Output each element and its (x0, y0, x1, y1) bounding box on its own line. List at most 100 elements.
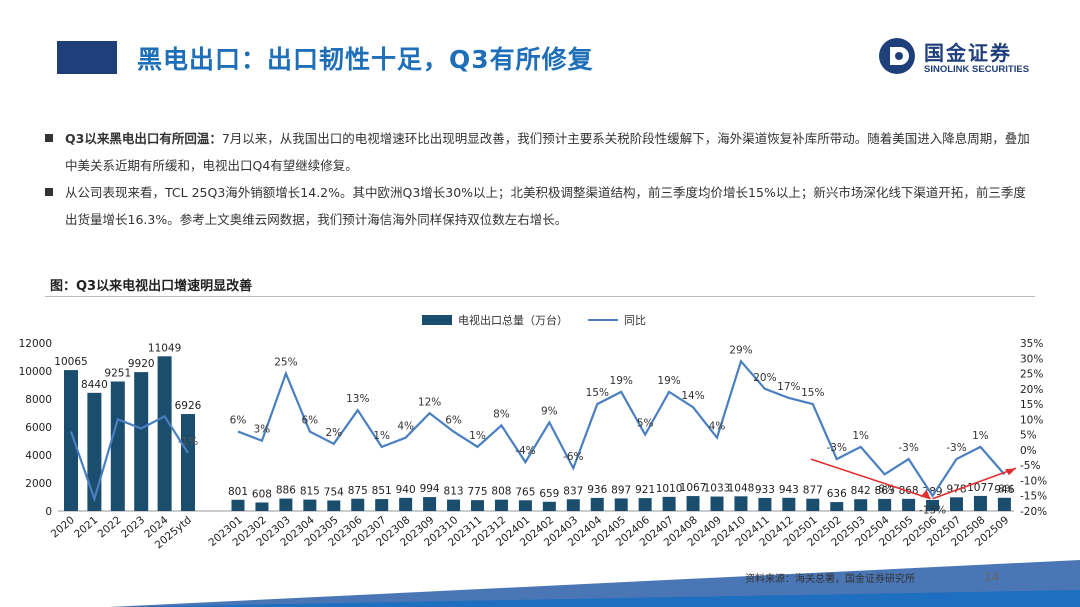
monthly-bar-value-label: 940 (396, 484, 416, 496)
monthly-bar-value-label: 921 (635, 484, 655, 496)
monthly-bar-value-label: 886 (276, 485, 296, 497)
bullet-item-1: Q3以来黑电出口有所回温：7月以来，从我国出口的电视增速环比出现明显改善，我们预… (45, 125, 1035, 179)
right-axis-tick-label: 20% (1020, 384, 1043, 396)
monthly-yoy-label: 1% (469, 430, 486, 442)
bullet-1-text: 7月以来，从我国出口的电视增速环比出现明显改善，我们预计主要系关税阶段性缓解下，… (65, 131, 1030, 173)
trend-up-arrow (932, 467, 1017, 500)
bullet-square-icon (45, 188, 53, 196)
monthly-bar (973, 495, 987, 511)
monthly-bar (255, 502, 269, 511)
monthly-yoy-label: 17% (777, 381, 800, 393)
annual-bar (110, 381, 125, 511)
annual-category-label: 2023 (119, 514, 147, 540)
annual-bar-value-label: 9251 (104, 367, 131, 379)
title-accent-bar (57, 41, 117, 74)
monthly-bar (327, 500, 341, 511)
page-number: 14 (984, 570, 1000, 584)
annual-bar (64, 370, 78, 511)
monthly-bar (806, 498, 820, 511)
monthly-yoy-label: 3% (254, 424, 271, 436)
annual-yoy-line (69, 414, 189, 503)
right-axis-tick-label: 10% (1020, 414, 1043, 426)
monthly-yoy-label: 6% (302, 415, 319, 427)
trend-down-arrowhead (920, 489, 931, 499)
monthly-yoy-label: -15% (919, 505, 946, 517)
monthly-bar-value-label: 808 (491, 486, 511, 498)
monthly-bar-value-label: 1048 (728, 482, 755, 494)
right-axis-tick-label: -5% (1020, 460, 1040, 472)
monthly-bar-value-label: 936 (587, 484, 607, 496)
monthly-bar-value-label: 815 (300, 486, 320, 498)
bullet-2-text: 从公司表现来看，TCL 25Q3海外销额增长14.2%。其中欧洲Q3增长30%以… (65, 185, 1026, 227)
source-note: 资料来源：海关总署，国金证券研究所 (745, 574, 915, 585)
monthly-bar-value-label: 943 (779, 484, 799, 496)
right-axis-tick-label: 25% (1020, 369, 1043, 381)
monthly-bar (447, 499, 461, 511)
monthly-yoy-label: 14% (681, 390, 704, 402)
annual-bar-value-label: 6926 (175, 400, 202, 412)
page-title: 黑电出口：出口韧性十足，Q3有所修复 (137, 45, 594, 74)
trend-up-arrowhead (1005, 468, 1016, 476)
monthly-yoy-label: 5% (637, 418, 654, 430)
monthly-bar (614, 498, 628, 511)
monthly-bar (997, 497, 1011, 511)
right-axis-tick-label: -15% (1020, 491, 1047, 503)
annual-bar (134, 372, 149, 511)
bullet-square-icon (45, 134, 53, 142)
logo-mark-icon (879, 38, 915, 74)
monthly-bar-value-label: 875 (348, 485, 368, 497)
monthly-yoy-label: 4% (709, 421, 726, 433)
monthly-yoy-label: 15% (801, 387, 824, 399)
right-axis-tick-label: 30% (1020, 353, 1043, 365)
monthly-yoy-label: 2% (325, 427, 342, 439)
monthly-bar-value-label: 851 (372, 485, 392, 497)
trend-down-arrow (810, 458, 931, 500)
left-axis-tick-label: 10000 (19, 366, 52, 378)
monthly-bar-value-label: 933 (755, 484, 775, 496)
monthly-yoy-label: 25% (274, 357, 297, 369)
monthly-yoy-label: 15% (586, 387, 609, 399)
monthly-bar (758, 497, 772, 511)
monthly-bar-value-label: 837 (563, 485, 583, 497)
monthly-bar (830, 502, 844, 511)
monthly-bar-value-label: 775 (467, 486, 487, 498)
monthly-bar-value-label: 1077 (967, 482, 994, 494)
legend-bar-label: 电视出口总量（万台） (458, 314, 568, 327)
right-axis-tick-label: -20% (1020, 506, 1047, 518)
monthly-yoy-label: 29% (729, 344, 752, 356)
annual-category-label: 2021 (72, 514, 100, 540)
monthly-bar-value-label: 863 (875, 485, 895, 497)
monthly-bar-value-label: 1067 (680, 482, 707, 494)
chart-title: 图：Q3以来电视出口增速明显改善 (50, 279, 253, 294)
monthly-bar-value-label: 765 (515, 486, 535, 498)
left-axis-tick-label: 6000 (25, 422, 52, 434)
monthly-bar-value-label: 608 (252, 488, 272, 500)
monthly-bar (590, 497, 604, 511)
bullet-1-lead: Q3以来黑电出口有所回温： (65, 131, 222, 146)
monthly-yoy-label: 13% (346, 393, 369, 405)
left-axis-tick-label: 12000 (19, 338, 52, 350)
monthly-bar (686, 496, 700, 511)
chart-legend: 电视出口总量（万台） 同比 (422, 312, 646, 328)
left-axis-tick-label: 2000 (25, 478, 52, 490)
monthly-bar (399, 497, 413, 511)
logo-text-en: SINOLINK SECURITIES (924, 64, 1030, 75)
export-chart: 020004000600080001000012000-20%-15%-10%-… (19, 338, 1048, 551)
monthly-bar (471, 500, 484, 511)
left-axis-tick-label: 4000 (25, 450, 52, 462)
monthly-yoy-label: -3% (946, 442, 966, 454)
logo-text-cn: 国金证券 (924, 41, 1012, 65)
monthly-yoy-label: 19% (610, 375, 633, 387)
monthly-bar (494, 499, 508, 511)
monthly-bar (854, 499, 868, 511)
annual-bar-value-label: 10065 (54, 356, 87, 368)
right-axis-tick-label: 0% (1020, 445, 1037, 457)
legend-bar-swatch (422, 315, 452, 325)
annual-category-label: 2022 (96, 514, 124, 540)
monthly-yoy-label: 6% (230, 415, 247, 427)
monthly-bar (638, 498, 652, 511)
monthly-bar (375, 499, 389, 511)
monthly-bar-value-label: 842 (851, 485, 871, 497)
monthly-bar (231, 499, 245, 511)
monthly-bar (950, 497, 963, 511)
